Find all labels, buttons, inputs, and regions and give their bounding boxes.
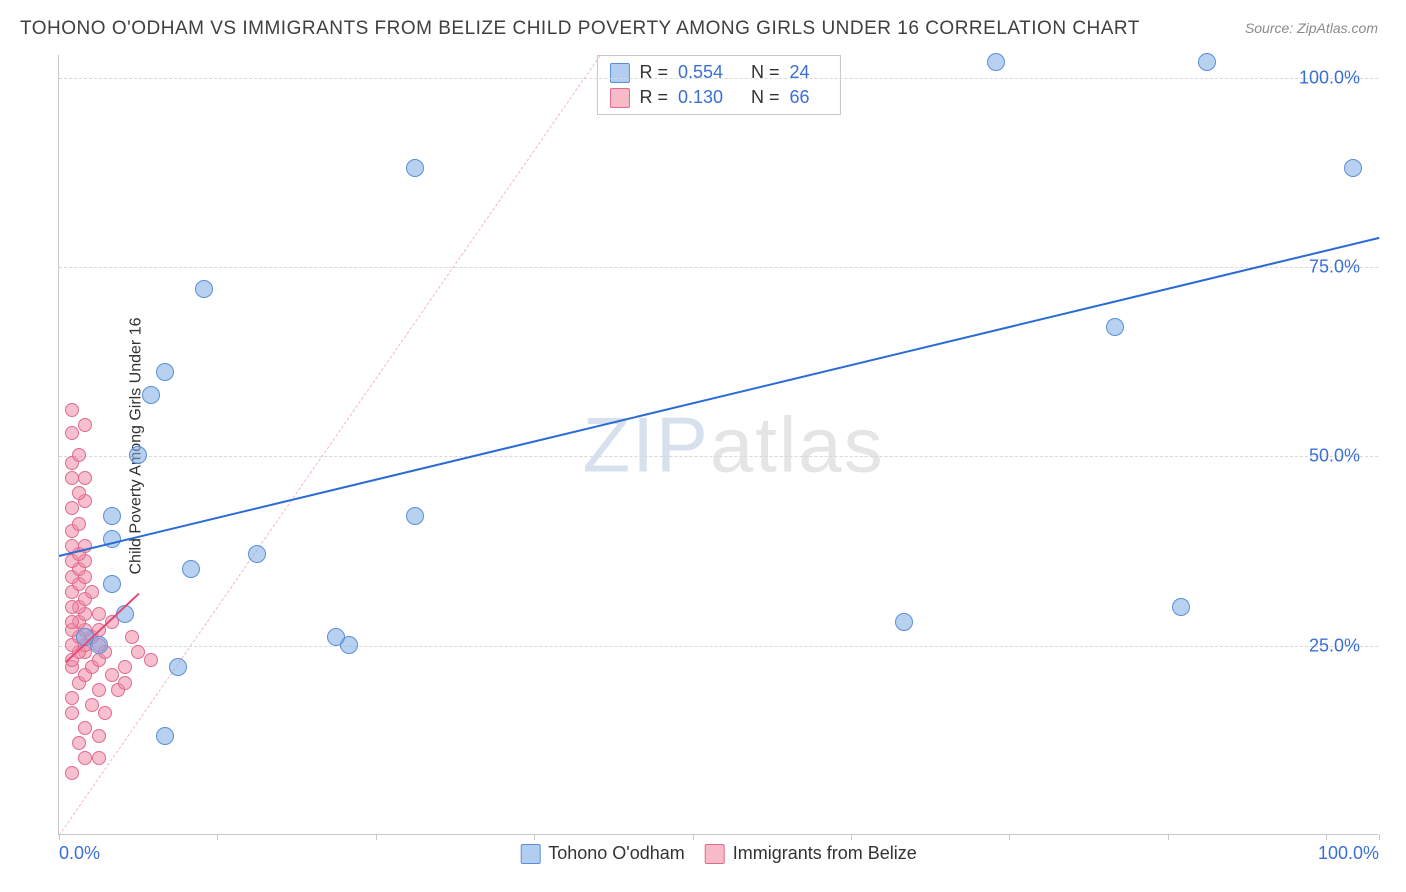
n-label: N = (751, 87, 780, 108)
scatter-plot: ZIPatlas R = 0.554 N = 24 R = 0.130 N = … (58, 55, 1378, 835)
legend-item: Immigrants from Belize (705, 843, 917, 864)
gridline (59, 267, 1378, 268)
data-point (327, 628, 345, 646)
source-label: Source: ZipAtlas.com (1245, 20, 1378, 36)
data-point (72, 448, 86, 462)
data-point (131, 645, 145, 659)
x-tick (1009, 834, 1010, 840)
data-point (72, 486, 86, 500)
legend-label: Immigrants from Belize (733, 843, 917, 864)
data-point (92, 683, 106, 697)
gridline (59, 456, 1378, 457)
r-label: R = (639, 62, 668, 83)
trend-line (59, 237, 1379, 557)
r-value: 0.554 (678, 62, 723, 83)
series-legend: Tohono O'odham Immigrants from Belize (520, 843, 917, 864)
data-point (105, 668, 119, 682)
data-point (116, 605, 134, 623)
r-value: 0.130 (678, 87, 723, 108)
chart-title: TOHONO O'ODHAM VS IMMIGRANTS FROM BELIZE… (20, 18, 1140, 40)
data-point (65, 691, 79, 705)
data-point (144, 653, 158, 667)
swatch-icon (609, 63, 629, 83)
data-point (129, 446, 147, 464)
data-point (65, 600, 79, 614)
data-point (125, 630, 139, 644)
y-tick-label: 25.0% (1309, 635, 1360, 656)
data-point (118, 660, 132, 674)
data-point (103, 507, 121, 525)
data-point (65, 403, 79, 417)
data-point (987, 53, 1005, 71)
data-point (92, 729, 106, 743)
data-point (65, 766, 79, 780)
data-point (92, 751, 106, 765)
data-point (1172, 598, 1190, 616)
data-point (65, 706, 79, 720)
data-point (78, 418, 92, 432)
data-point (103, 575, 121, 593)
data-point (85, 698, 99, 712)
watermark-atlas: atlas (710, 400, 885, 488)
legend-item: Tohono O'odham (520, 843, 685, 864)
x-tick (217, 834, 218, 840)
data-point (78, 751, 92, 765)
data-point (142, 386, 160, 404)
data-point (895, 613, 913, 631)
data-point (169, 658, 187, 676)
data-point (85, 585, 99, 599)
swatch-icon (520, 844, 540, 864)
data-point (195, 280, 213, 298)
data-point (92, 607, 106, 621)
x-tick (534, 834, 535, 840)
gridline (59, 646, 1378, 647)
data-point (65, 426, 79, 440)
legend-row: R = 0.130 N = 66 (609, 85, 827, 110)
x-tick (1168, 834, 1169, 840)
data-point (72, 736, 86, 750)
x-tick (1326, 834, 1327, 840)
legend-row: R = 0.554 N = 24 (609, 60, 827, 85)
x-tick-label: 100.0% (1318, 843, 1379, 864)
x-tick (1379, 834, 1380, 840)
x-tick (851, 834, 852, 840)
data-point (182, 560, 200, 578)
x-tick (376, 834, 377, 840)
data-point (72, 517, 86, 531)
data-point (406, 507, 424, 525)
y-tick-label: 100.0% (1299, 67, 1360, 88)
data-point (65, 471, 79, 485)
x-tick (693, 834, 694, 840)
data-point (156, 727, 174, 745)
data-point (248, 545, 266, 563)
r-label: R = (639, 87, 668, 108)
data-point (65, 501, 79, 515)
y-tick-label: 50.0% (1309, 446, 1360, 467)
legend-label: Tohono O'odham (548, 843, 685, 864)
data-point (78, 471, 92, 485)
watermark: ZIPatlas (583, 399, 885, 490)
swatch-icon (705, 844, 725, 864)
data-point (1106, 318, 1124, 336)
data-point (98, 706, 112, 720)
data-point (156, 363, 174, 381)
x-tick-label: 0.0% (59, 843, 100, 864)
correlation-legend: R = 0.554 N = 24 R = 0.130 N = 66 (596, 55, 840, 115)
n-value: 66 (790, 87, 810, 108)
data-point (65, 615, 79, 629)
data-point (406, 159, 424, 177)
y-tick-label: 75.0% (1309, 257, 1360, 278)
gridline (59, 78, 1378, 79)
swatch-icon (609, 88, 629, 108)
data-point (1344, 159, 1362, 177)
data-point (1198, 53, 1216, 71)
data-point (78, 721, 92, 735)
n-label: N = (751, 62, 780, 83)
data-point (118, 676, 132, 690)
n-value: 24 (790, 62, 810, 83)
